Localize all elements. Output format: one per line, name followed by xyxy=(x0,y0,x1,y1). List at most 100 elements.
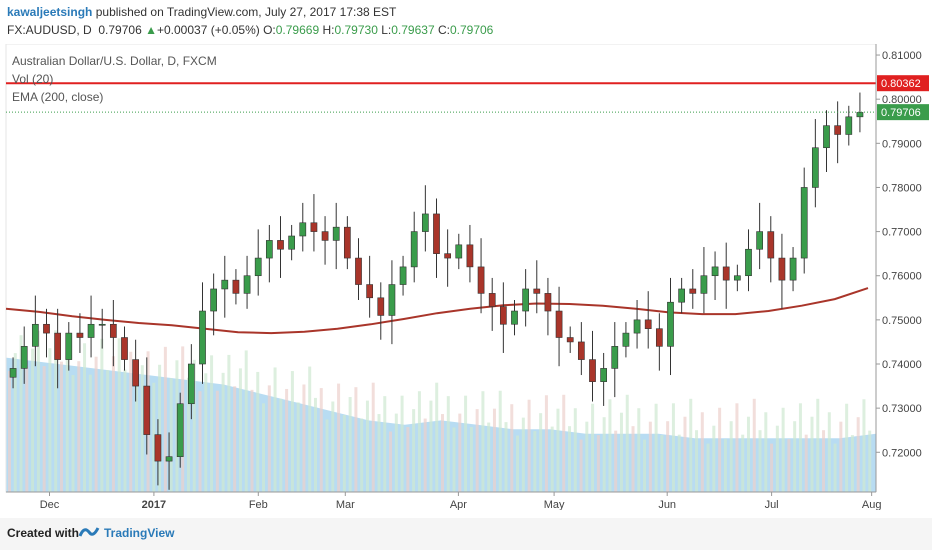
candle-body xyxy=(555,310,563,338)
volume-bar xyxy=(417,391,421,492)
candle-body xyxy=(109,323,117,338)
candle-body xyxy=(176,403,184,457)
candle-body xyxy=(823,125,830,149)
volume-bar xyxy=(221,372,225,492)
level-layer: 0.80362 0.79706 xyxy=(6,75,929,121)
candle-body xyxy=(243,275,251,294)
last-price: 0.79706 xyxy=(98,23,142,37)
y-tick-label: 0.81000 xyxy=(882,50,922,62)
volume-bar xyxy=(631,426,635,492)
volume-bar xyxy=(689,398,693,492)
volume-bar xyxy=(735,403,739,492)
candle-body xyxy=(399,266,407,285)
close-value: 0.79706 xyxy=(449,23,494,37)
candle-body xyxy=(667,301,674,347)
candle-body xyxy=(20,346,28,369)
volume-bar xyxy=(654,403,658,492)
volume-bar xyxy=(106,370,110,492)
candle-body xyxy=(98,323,106,326)
candle-body xyxy=(767,231,775,259)
volume-bar xyxy=(158,364,162,492)
candle-body xyxy=(54,332,62,360)
candle-body xyxy=(689,288,697,294)
candle-body xyxy=(633,319,641,334)
candle-body xyxy=(31,323,39,347)
last-price-tag xyxy=(877,104,929,121)
volume-bar xyxy=(94,356,98,492)
volume-bar xyxy=(810,416,814,492)
volume-bar xyxy=(238,368,242,492)
price-chart[interactable]: 0.80362 0.79706 0.81000 0.80000 0.79000 0.78… xyxy=(0,44,932,510)
candle-body xyxy=(499,306,507,325)
candle-body xyxy=(277,240,284,250)
volume-bar xyxy=(504,422,508,492)
author-link[interactable]: kawaljeetsingh xyxy=(7,5,93,19)
volume-bar xyxy=(868,430,872,492)
volume-bar xyxy=(464,395,468,492)
volume-bar xyxy=(19,335,23,492)
volume-bar xyxy=(111,356,115,492)
volume-bar xyxy=(533,431,537,492)
volume-bar xyxy=(313,397,317,492)
volume-bar xyxy=(729,421,733,492)
volume-bar xyxy=(787,439,791,492)
volume-bar xyxy=(123,369,127,492)
volume-bar xyxy=(13,353,17,492)
volume-bar xyxy=(429,400,433,492)
volume-bar xyxy=(290,371,294,492)
volume-bar xyxy=(568,426,572,492)
volume-bar xyxy=(348,397,352,492)
candle-body xyxy=(321,231,329,241)
footer-bar: Created with TradingView xyxy=(0,518,932,550)
volume-bar xyxy=(36,330,40,492)
y-tick-label: 0.75000 xyxy=(882,315,922,327)
candle-body xyxy=(589,359,596,382)
y-tick-label: 0.78000 xyxy=(882,182,922,194)
x-tick-label: Dec xyxy=(40,499,60,510)
volume-bar xyxy=(435,382,439,492)
candle-body xyxy=(310,222,318,232)
volume-bar xyxy=(308,366,312,492)
volume-bar xyxy=(215,390,219,492)
candle-body xyxy=(700,275,708,294)
volume-bar xyxy=(325,419,329,492)
volume-bar xyxy=(8,371,11,492)
volume-bar xyxy=(83,343,87,492)
volume-bar xyxy=(550,426,554,492)
candle-body xyxy=(433,213,440,254)
candle-body xyxy=(87,323,95,338)
x-tick-label: Aug xyxy=(862,499,882,510)
volume-bar xyxy=(244,350,248,492)
volume-bar xyxy=(65,343,69,492)
x-tick-label: Jul xyxy=(765,499,779,510)
volume-bar xyxy=(596,435,600,492)
legend-volume: Vol (20) xyxy=(12,72,54,86)
volume-bar xyxy=(752,398,756,492)
candle-body xyxy=(43,323,50,334)
volume-bar xyxy=(648,421,652,492)
volume-bar xyxy=(360,418,364,492)
volume-bar xyxy=(59,361,63,492)
volume-bar xyxy=(204,373,208,492)
volume-bar xyxy=(25,366,29,492)
volume-bar xyxy=(487,422,491,492)
volume-bar xyxy=(354,387,358,492)
y-tick-label: 0.76000 xyxy=(882,271,922,283)
volume-bar xyxy=(377,414,381,492)
candle-body xyxy=(466,244,474,268)
tradingview-brand-link[interactable]: TradingView xyxy=(104,526,175,540)
volume-bar xyxy=(677,434,681,492)
volume-bar xyxy=(481,391,485,492)
candle-body xyxy=(544,293,552,312)
volume-bar xyxy=(527,399,531,492)
ema-layer xyxy=(5,287,869,335)
volume-bar xyxy=(706,443,710,492)
candle-body xyxy=(299,222,307,237)
volume-bar xyxy=(758,430,762,492)
candle-body xyxy=(187,363,195,405)
volume-bar xyxy=(822,430,826,492)
volume-bar xyxy=(186,377,190,492)
high-label: H: xyxy=(322,23,335,37)
tradingview-logo-icon xyxy=(78,527,100,537)
candle-body xyxy=(800,187,808,259)
